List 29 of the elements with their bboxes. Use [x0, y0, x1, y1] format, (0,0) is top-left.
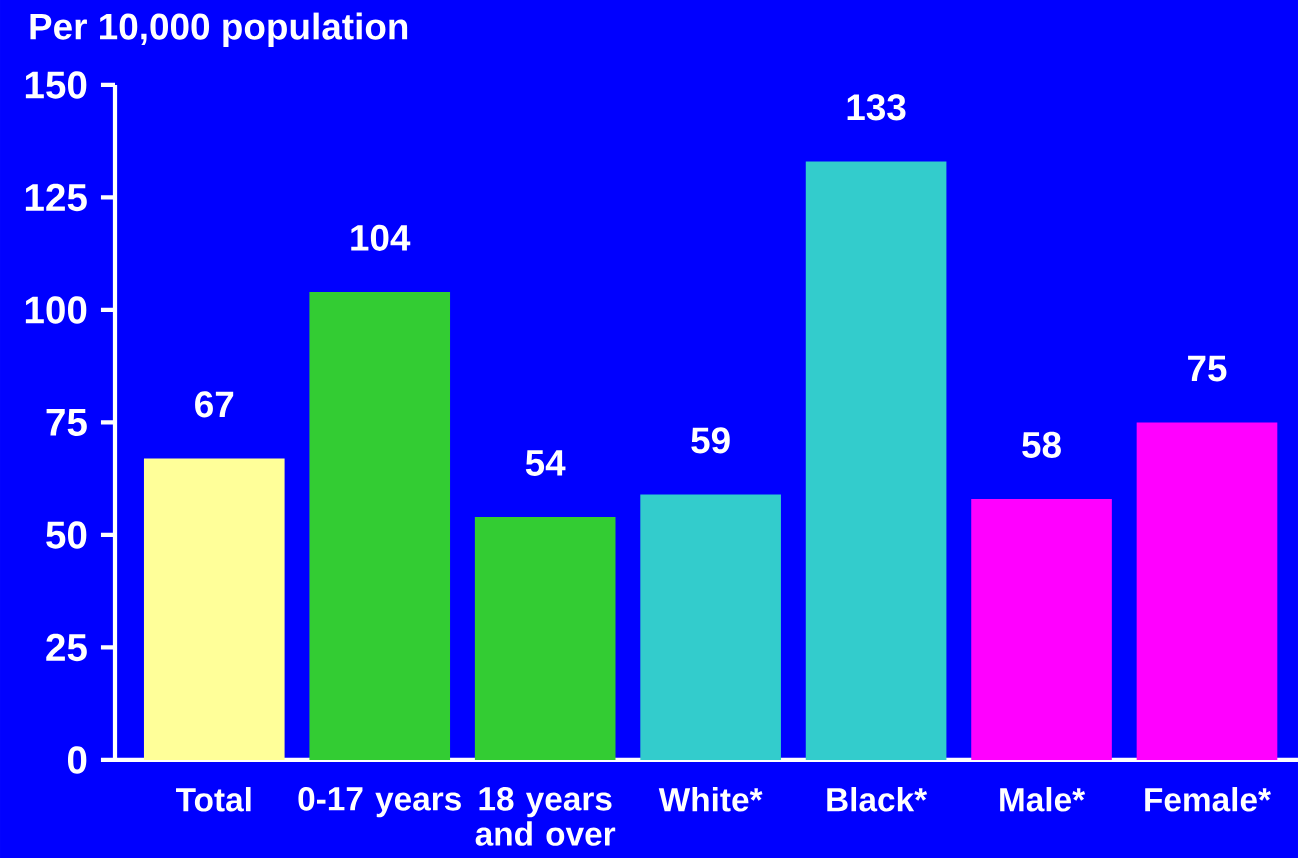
x-tick-label: 0-17 years: [298, 787, 461, 818]
y-tick-label: 100: [25, 296, 87, 324]
x-tick-label: Black*: [827, 787, 928, 812]
y-tick-label: 150: [25, 71, 87, 99]
y-tick-label: 50: [46, 521, 87, 549]
bar: [474, 516, 616, 760]
data-label: 54: [525, 450, 566, 476]
x-tick-label: 18 years and over: [475, 787, 616, 846]
y-tick-label: 75: [46, 409, 87, 436]
x-tick-label: Male*: [1000, 787, 1086, 812]
bar: [309, 292, 451, 760]
bar: [805, 161, 947, 760]
y-tick-label: 0: [67, 746, 87, 774]
bar: [1136, 422, 1278, 760]
y-axis-title: Per 10,000 population: [30, 12, 408, 47]
data-label: 59: [691, 427, 730, 454]
data-label: 58: [1022, 431, 1061, 458]
x-tick-label: White*: [658, 787, 763, 812]
y-tick-label: 25: [46, 633, 87, 662]
bar: [143, 458, 285, 760]
x-tick-label: Female*: [1145, 787, 1271, 812]
x-tick-label: Total: [176, 787, 251, 812]
bar: [640, 494, 781, 760]
data-label: 75: [1188, 355, 1227, 382]
data-label: 133: [847, 94, 906, 121]
y-tick-label: 125: [25, 183, 87, 212]
data-label: 104: [351, 224, 411, 251]
data-label: 67: [195, 391, 234, 418]
bar: [971, 498, 1112, 760]
